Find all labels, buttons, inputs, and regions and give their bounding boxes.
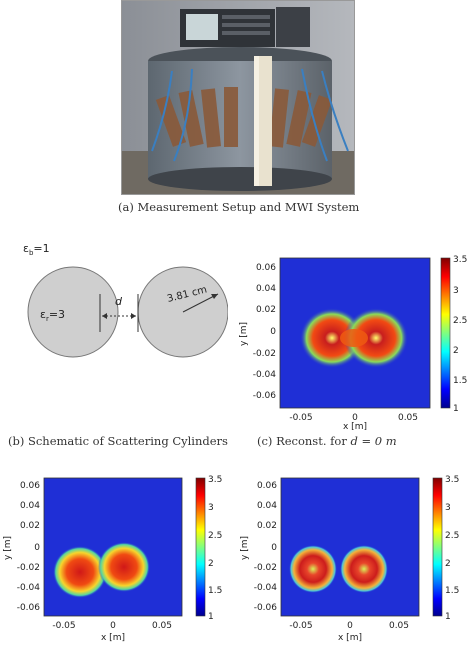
ytick: 0.06 [20,481,40,491]
cbtick: 1.5 [453,376,467,386]
heat-blob [344,308,408,368]
xtick: -0.05 [289,621,312,631]
cbtick: 3.5 [445,475,459,485]
cbtick: 3.5 [208,475,222,485]
ytick: -0.06 [254,603,278,613]
cbtick: 3 [453,286,459,296]
cbtick: 2 [453,346,459,356]
xtick: -0.05 [52,621,75,631]
ytick: -0.02 [254,563,277,573]
x-axis-label: x [m] [101,633,125,643]
ytick: -0.04 [254,583,278,593]
xtick: -0.05 [289,413,312,423]
ytick: 0.02 [20,521,40,531]
cbtick: 1 [453,404,459,414]
cbtick: 2.5 [453,316,467,326]
ytick: -0.02 [253,349,276,359]
colorbar [195,477,206,617]
x-ticks: -0.05 0 0.05 [289,413,418,423]
ytick: -0.04 [17,583,41,593]
cbtick: 1 [445,612,451,622]
y-ticks: 0.06 0.04 0.02 0 -0.02 -0.04 -0.06 [17,481,41,613]
x-ticks: -0.05 0 0.05 [289,621,409,631]
cbtick: 2.5 [208,531,222,541]
ytick: 0 [270,327,276,337]
xtick: 0.05 [152,621,172,631]
heat-blob [98,542,150,592]
xtick: 0 [110,621,116,631]
ytick: 0 [34,543,40,553]
heat-blob [340,545,388,593]
colorbar [432,477,443,617]
ytick: 0.06 [257,481,277,491]
cbtick: 2.5 [445,531,459,541]
cbtick: 1.5 [208,586,222,596]
caption-a: (a) Measurement Setup and MWI System [118,200,360,214]
cylinder-left [27,266,119,358]
ytick: 0.04 [256,284,276,294]
measurement-setup-photo [121,0,355,195]
caption-c: (c) Reconst. for d = 0 m [257,434,397,448]
y-axis-label: y [m] [240,536,250,560]
distance-label: d [115,295,123,308]
ytick: -0.02 [17,563,40,573]
colorbar-ticks: 3.5 3 2.5 2 1.5 1 [445,475,459,622]
background-eps: εb=1 [23,242,50,257]
radius-line [182,293,219,313]
ytick: 0.02 [256,305,276,315]
xtick: 0.05 [389,621,409,631]
colorbar-ticks: 3.5 3 2.5 2 1.5 1 [453,255,467,414]
xtick: 0.05 [398,413,418,423]
y-ticks: 0.06 0.04 0.02 0 -0.02 -0.04 -0.06 [253,263,277,401]
heat-blob [289,545,337,593]
xtick: 0 [352,413,358,423]
colorbar [440,257,451,409]
ytick: 0.04 [257,501,277,511]
ytick: -0.06 [253,391,277,401]
cylinder-eps: εr=3 [40,308,65,323]
cbtick: 2 [208,559,214,569]
cbtick: 1.5 [445,586,459,596]
cbtick: 3 [445,503,451,513]
ytick: -0.04 [253,370,277,380]
ytick: 0 [271,543,277,553]
y-ticks: 0.06 0.04 0.02 0 -0.02 -0.04 -0.06 [254,481,278,613]
x-axis-label: x [m] [343,422,367,430]
cbtick: 3 [208,503,214,513]
cbtick: 2 [445,559,451,569]
x-ticks: -0.05 0 0.05 [52,621,172,631]
cbtick: 3.5 [453,255,467,265]
heatmap-plot-c: 0.06 0.04 0.02 0 -0.02 -0.04 -0.06 -0.05… [239,255,467,430]
heatmap-plot-e: 0.06 0.04 0.02 0 -0.02 -0.04 -0.06 -0.05… [240,475,459,643]
heatmap-plot-d: 0.06 0.04 0.02 0 -0.02 -0.04 -0.06 -0.05… [3,475,222,643]
xtick: 0 [347,621,353,631]
y-axis-label: y [m] [3,536,13,560]
ytick: 0.02 [257,521,277,531]
plot-area [281,478,419,616]
ytick: 0.04 [20,501,40,511]
cbtick: 1 [208,612,214,622]
heat-blob [53,546,107,598]
ytick: -0.06 [17,603,41,613]
y-axis-label: y [m] [239,322,249,346]
ytick: 0.06 [256,263,276,273]
x-axis-label: x [m] [338,633,362,643]
cylinder-schematic: εb=1 εr=3 d 3.81 cm [18,232,229,402]
colorbar-ticks: 3.5 3 2.5 2 1.5 1 [208,475,222,622]
heat-blob [300,308,364,368]
caption-b: (b) Schematic of Scattering Cylinders [8,434,228,448]
